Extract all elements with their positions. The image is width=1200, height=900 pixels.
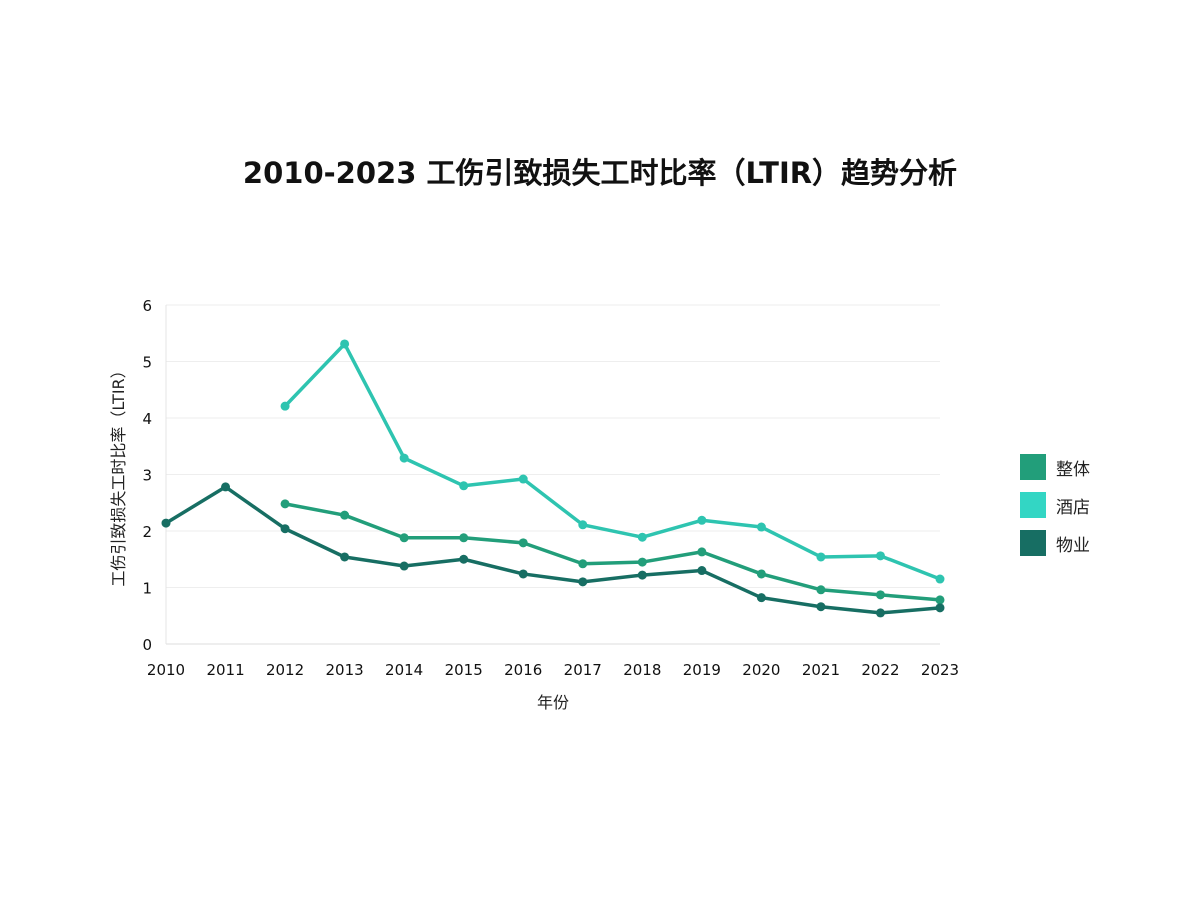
y-axis-label: 工伤引致损失工时比率（LTIR） [109,362,128,586]
data-point [280,499,290,509]
chart-title: 2010-2023 工伤引致损失工时比率（LTIR）趋势分析 [242,156,958,190]
x-tick-label: 2019 [683,661,721,679]
data-point [875,551,885,561]
data-point [221,482,231,492]
x-tick-label: 2013 [326,661,364,679]
data-point [637,570,647,580]
data-point [518,538,528,548]
data-point [637,532,647,542]
y-tick-label: 6 [142,297,152,315]
data-point [340,510,350,520]
x-tick-label: 2017 [564,661,602,679]
data-point [756,569,766,579]
series-line-0 [284,502,941,602]
data-point [399,561,409,571]
x-tick-label: 2011 [206,661,244,679]
data-point [697,515,707,525]
data-point [280,524,290,534]
x-tick-label: 2015 [445,661,483,679]
data-point [637,557,647,567]
x-tick-label: 2014 [385,661,423,679]
data-point [459,554,469,564]
data-point [340,339,350,349]
x-axis-label: 年份 [537,693,569,712]
data-point [280,401,290,411]
y-tick-label: 5 [142,354,152,372]
data-point [756,522,766,532]
x-tick-label: 2010 [147,661,185,679]
y-tick-label: 2 [142,523,152,541]
series-line-1 [283,342,941,581]
legend-item[interactable]: 酒店 [1020,486,1090,524]
legend: 整体 酒店 物业 [1020,448,1090,562]
data-point [816,585,826,595]
data-point [756,593,766,603]
data-point [399,533,409,543]
legend-item[interactable]: 整体 [1020,448,1090,486]
x-tick-label: 2021 [802,661,840,679]
y-tick-label: 3 [142,467,152,485]
legend-label: 物业 [1056,535,1090,556]
y-tick-label: 0 [142,636,152,654]
data-point [875,608,885,618]
legend-swatch [1020,530,1046,556]
x-tick-label: 2022 [861,661,899,679]
data-point [816,602,826,612]
data-point [697,566,707,576]
legend-label: 酒店 [1056,497,1090,518]
data-point [340,552,350,562]
x-tick-label: 2016 [504,661,542,679]
data-point [518,474,528,484]
data-point [875,590,885,600]
x-tick-label: 2018 [623,661,661,679]
y-tick-label: 4 [142,410,152,428]
data-point [578,577,588,587]
data-point [935,574,945,584]
x-tick-label: 2020 [742,661,780,679]
data-point [399,453,409,463]
data-point [935,603,945,613]
legend-swatch [1020,454,1046,480]
data-point [161,518,171,528]
data-point [518,569,528,579]
series-line-2 [165,485,941,615]
data-point [935,595,945,605]
x-tick-label: 2012 [266,661,304,679]
legend-item[interactable]: 物业 [1020,524,1090,562]
legend-swatch [1020,492,1046,518]
data-point [578,520,588,530]
data-point [459,533,469,543]
y-tick-label: 1 [142,580,152,598]
data-point [459,481,469,491]
data-point [816,552,826,562]
x-tick-label: 2023 [921,661,959,679]
legend-label: 整体 [1056,459,1090,480]
data-point [697,547,707,557]
data-point [578,559,588,569]
